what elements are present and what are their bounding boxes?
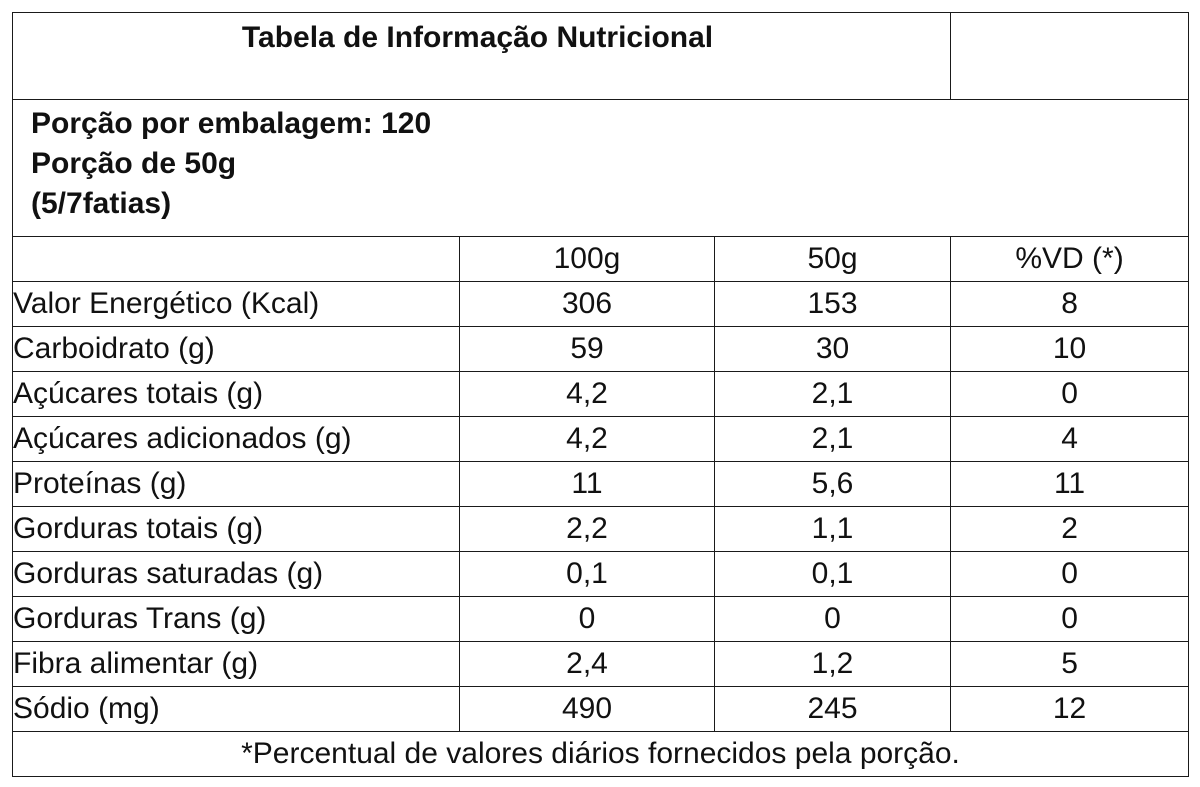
value-100g: 2,4 (459, 641, 715, 687)
value-100g: 11 (459, 461, 715, 507)
value-100g: 4,2 (459, 371, 715, 417)
nutrient-label: Gorduras Trans (g) (12, 596, 460, 642)
value-50g: 2,1 (713, 371, 952, 417)
value-vd: 5 (950, 641, 1190, 687)
portion-cell: Porção por embalagem: 120 Porção de 50g … (11, 99, 1190, 237)
value-100g: 490 (459, 686, 715, 732)
footnote-row: *Percentual de valores diários fornecido… (11, 731, 1190, 777)
value-50g: 153 (713, 281, 952, 327)
column-header-row: 100g 50g %VD (*) (12, 236, 1190, 282)
value-vd: 4 (950, 416, 1190, 462)
value-vd: 0 (950, 551, 1190, 597)
title-empty-cell (950, 12, 1190, 100)
table-row: Carboidrato (g) 59 30 10 (12, 326, 1190, 372)
column-header-50g: 50g (713, 236, 952, 282)
value-50g: 2,1 (713, 416, 952, 462)
nutrition-facts-table: Tabela de Informação Nutricional Porção … (11, 12, 1190, 777)
table-row: Açúcares adicionados (g) 4,2 2,1 4 (12, 416, 1190, 462)
title-cell: Tabela de Informação Nutricional (11, 12, 952, 100)
value-vd: 8 (950, 281, 1190, 327)
table-row: Açúcares totais (g) 4,2 2,1 0 (12, 371, 1190, 417)
value-50g: 0 (713, 596, 952, 642)
column-header-100g: 100g (459, 236, 715, 282)
column-header-vd: %VD (*) (950, 236, 1190, 282)
value-vd: 10 (950, 326, 1190, 372)
table-title: Tabela de Informação Nutricional (241, 21, 714, 54)
portion-per-package: Porção por embalagem: 120 (31, 107, 432, 140)
nutrient-label: Valor Energético (Kcal) (12, 281, 460, 327)
title-row: Tabela de Informação Nutricional (11, 12, 1190, 100)
value-vd: 11 (950, 461, 1190, 507)
nutrient-label: Carboidrato (g) (12, 326, 460, 372)
table-row: Proteínas (g) 11 5,6 11 (12, 461, 1190, 507)
nutrient-label: Fibra alimentar (g) (12, 641, 460, 687)
nutrition-table-sheet: Tabela de Informação Nutricional Porção … (11, 12, 1190, 778)
value-vd: 2 (950, 506, 1190, 552)
nutrient-label: Açúcares totais (g) (12, 371, 460, 417)
value-50g: 1,2 (713, 641, 952, 687)
value-100g: 4,2 (459, 416, 715, 462)
value-100g: 59 (459, 326, 715, 372)
nutrient-label: Açúcares adicionados (g) (12, 416, 460, 462)
value-100g: 2,2 (459, 506, 715, 552)
portion-slices: (5/7fatias) (31, 187, 172, 220)
table-row: Valor Energético (Kcal) 306 153 8 (12, 281, 1190, 327)
value-50g: 30 (713, 326, 952, 372)
table-row: Gorduras totais (g) 2,2 1,1 2 (12, 506, 1190, 552)
table-row: Gorduras Trans (g) 0 0 0 (12, 596, 1190, 642)
table-row: Fibra alimentar (g) 2,4 1,2 5 (12, 641, 1190, 687)
nutrient-label: Gorduras totais (g) (12, 506, 460, 552)
footnote: *Percentual de valores diários fornecido… (11, 731, 1190, 777)
column-header-nutrient (12, 236, 460, 282)
value-vd: 0 (950, 371, 1190, 417)
value-100g: 306 (459, 281, 715, 327)
value-50g: 0,1 (713, 551, 952, 597)
value-vd: 0 (950, 596, 1190, 642)
table-row: Sódio (mg) 490 245 12 (12, 686, 1190, 732)
portion-size: Porção de 50g (31, 147, 237, 180)
table-row: Gorduras saturadas (g) 0,1 0,1 0 (12, 551, 1190, 597)
value-50g: 245 (713, 686, 952, 732)
value-100g: 0,1 (459, 551, 715, 597)
portion-row: Porção por embalagem: 120 Porção de 50g … (11, 99, 1190, 237)
nutrient-label: Gorduras saturadas (g) (12, 551, 460, 597)
value-50g: 5,6 (713, 461, 952, 507)
value-100g: 0 (459, 596, 715, 642)
value-vd: 12 (950, 686, 1190, 732)
nutrient-label: Proteínas (g) (12, 461, 460, 507)
nutrient-label: Sódio (mg) (12, 686, 460, 732)
value-50g: 1,1 (713, 506, 952, 552)
